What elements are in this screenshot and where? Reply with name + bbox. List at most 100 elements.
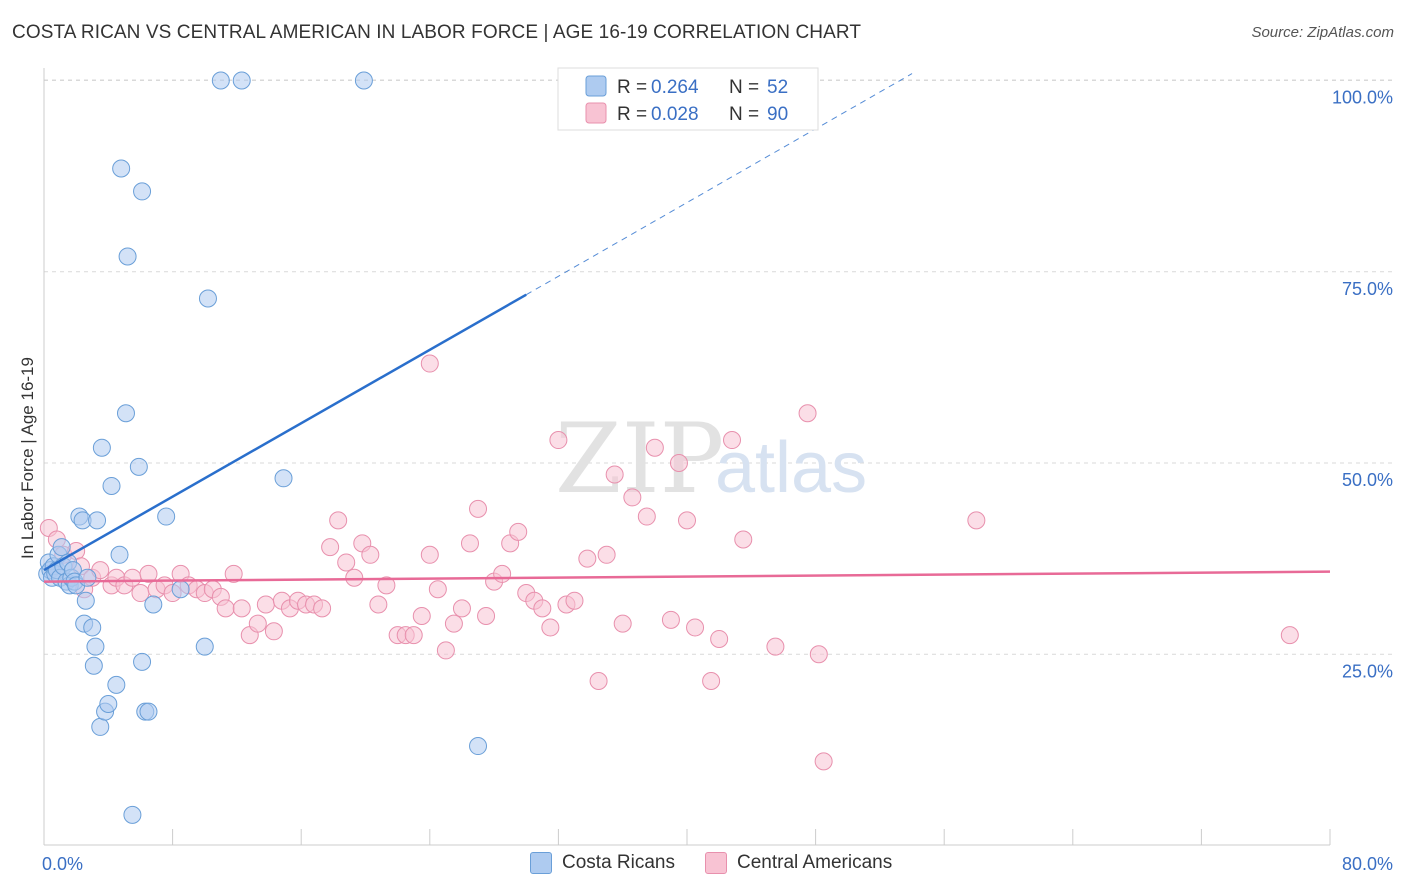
point-central-american-83 bbox=[766, 637, 785, 656]
point-costa-rican-41 bbox=[139, 702, 158, 721]
trend-line-costa-ricans bbox=[43, 293, 527, 572]
point-central-american-74 bbox=[645, 438, 664, 457]
y-tick-label-1: 50.0% bbox=[1342, 470, 1393, 490]
point-central-american-87 bbox=[967, 511, 986, 530]
point-central-american-62 bbox=[533, 599, 552, 618]
trend-line-central-americans bbox=[43, 570, 1331, 583]
point-central-american-42 bbox=[369, 595, 388, 614]
legend-item-central-americans: Central Americans bbox=[705, 852, 892, 874]
legend-top-n-value-1: 52 bbox=[767, 77, 788, 98]
point-central-american-28 bbox=[256, 595, 275, 614]
point-central-american-50 bbox=[436, 641, 455, 660]
point-central-american-78 bbox=[686, 618, 705, 637]
point-costa-rican-26 bbox=[88, 511, 107, 530]
point-central-american-79 bbox=[702, 672, 721, 691]
point-central-american-11 bbox=[123, 568, 142, 587]
legend-top-swatch-blue bbox=[585, 75, 607, 97]
point-central-american-89 bbox=[420, 354, 439, 373]
legend-bottom: Costa Ricans Central Americans bbox=[530, 852, 910, 874]
y-tick-label-0: 25.0% bbox=[1342, 661, 1393, 681]
legend-top-r-label-2: R = bbox=[617, 104, 647, 125]
point-central-american-47 bbox=[412, 607, 431, 625]
point-central-american-82 bbox=[734, 530, 753, 549]
point-central-american-70 bbox=[605, 465, 624, 484]
point-central-american-37 bbox=[329, 511, 348, 530]
point-costa-rican-27 bbox=[91, 717, 110, 736]
point-costa-rican-22 bbox=[78, 568, 97, 587]
point-central-american-76 bbox=[669, 454, 688, 472]
point-central-american-24 bbox=[224, 564, 243, 583]
x-tick-label-0: 0.0% bbox=[42, 854, 83, 874]
point-central-american-27 bbox=[248, 614, 267, 633]
point-central-american-86 bbox=[814, 752, 833, 771]
point-costa-rican-9 bbox=[52, 538, 71, 557]
point-central-american-55 bbox=[477, 607, 496, 625]
point-central-american-25 bbox=[232, 599, 251, 618]
point-costa-rican-51 bbox=[354, 71, 373, 90]
point-costa-rican-43 bbox=[133, 182, 152, 201]
legend-label-costa-ricans: Costa Ricans bbox=[562, 852, 675, 873]
point-central-american-35 bbox=[313, 599, 332, 618]
point-central-american-80 bbox=[710, 629, 729, 648]
point-costa-rican-42 bbox=[144, 595, 163, 614]
x-tick-label-1: 80.0% bbox=[1342, 854, 1393, 874]
chart-title: COSTA RICAN VS CENTRAL AMERICAN IN LABOR… bbox=[12, 22, 862, 43]
legend-top-swatch-pink bbox=[585, 102, 607, 124]
point-costa-rican-35 bbox=[116, 404, 135, 423]
point-central-american-29 bbox=[264, 622, 283, 641]
point-costa-rican-49 bbox=[232, 71, 251, 90]
point-costa-rican-24 bbox=[84, 656, 103, 675]
y-axis-label: In Labor Force | Age 16-19 bbox=[18, 357, 37, 559]
legend-top: R = 0.264 N = 52 R = 0.028 N = 90 bbox=[557, 67, 819, 131]
point-central-american-49 bbox=[428, 580, 447, 599]
legend-top-n-value-2: 90 bbox=[767, 104, 788, 125]
point-costa-rican-28 bbox=[92, 438, 111, 457]
point-central-american-69 bbox=[597, 545, 616, 564]
trend-layer bbox=[43, 73, 1331, 583]
point-central-american-67 bbox=[578, 549, 597, 568]
legend-top-n-label-1: N = bbox=[729, 77, 759, 98]
point-costa-rican-36 bbox=[118, 247, 137, 266]
grid-layer bbox=[44, 79, 1392, 655]
point-central-american-48 bbox=[420, 545, 439, 564]
point-costa-rican-47 bbox=[198, 289, 217, 308]
source-credit: Source: ZipAtlas.com bbox=[1251, 24, 1394, 41]
point-central-american-66 bbox=[565, 591, 584, 610]
point-central-american-63 bbox=[541, 618, 560, 637]
points-layer bbox=[38, 71, 1299, 824]
point-costa-rican-52 bbox=[469, 737, 488, 756]
point-central-american-75 bbox=[661, 610, 680, 629]
point-costa-rican-45 bbox=[171, 580, 190, 599]
point-central-american-38 bbox=[337, 553, 356, 572]
point-costa-rican-46 bbox=[195, 637, 214, 656]
legend-top-n-label-2: N = bbox=[729, 104, 759, 125]
point-central-american-85 bbox=[809, 645, 828, 664]
point-central-american-64 bbox=[549, 431, 568, 450]
point-costa-rican-23 bbox=[83, 618, 102, 637]
watermark: ZIP atlas bbox=[555, 403, 867, 515]
point-costa-rican-48 bbox=[211, 71, 230, 90]
point-costa-rican-44 bbox=[157, 507, 176, 526]
point-costa-rican-25 bbox=[86, 637, 105, 656]
legend-swatch-pink bbox=[705, 852, 727, 874]
point-central-american-88 bbox=[1280, 626, 1299, 645]
point-costa-rican-30 bbox=[99, 694, 118, 713]
point-central-american-41 bbox=[361, 545, 380, 564]
legend-swatch-blue bbox=[530, 852, 552, 874]
legend-top-r-value-2: 0.028 bbox=[651, 104, 699, 125]
point-central-american-53 bbox=[460, 534, 479, 553]
point-central-american-54 bbox=[469, 499, 488, 518]
point-costa-rican-21 bbox=[76, 591, 95, 610]
point-central-american-68 bbox=[589, 672, 608, 691]
y-tick-label-2: 75.0% bbox=[1342, 279, 1393, 299]
point-costa-rican-31 bbox=[102, 476, 121, 495]
point-central-american-51 bbox=[444, 614, 463, 633]
point-central-american-13 bbox=[139, 564, 158, 583]
legend-item-costa-ricans: Costa Ricans bbox=[530, 852, 675, 874]
point-central-american-71 bbox=[613, 614, 632, 633]
point-costa-rican-34 bbox=[112, 159, 131, 178]
point-costa-rican-50 bbox=[274, 469, 293, 488]
point-central-american-59 bbox=[509, 522, 528, 541]
legend-top-r-label-1: R = bbox=[617, 77, 647, 98]
